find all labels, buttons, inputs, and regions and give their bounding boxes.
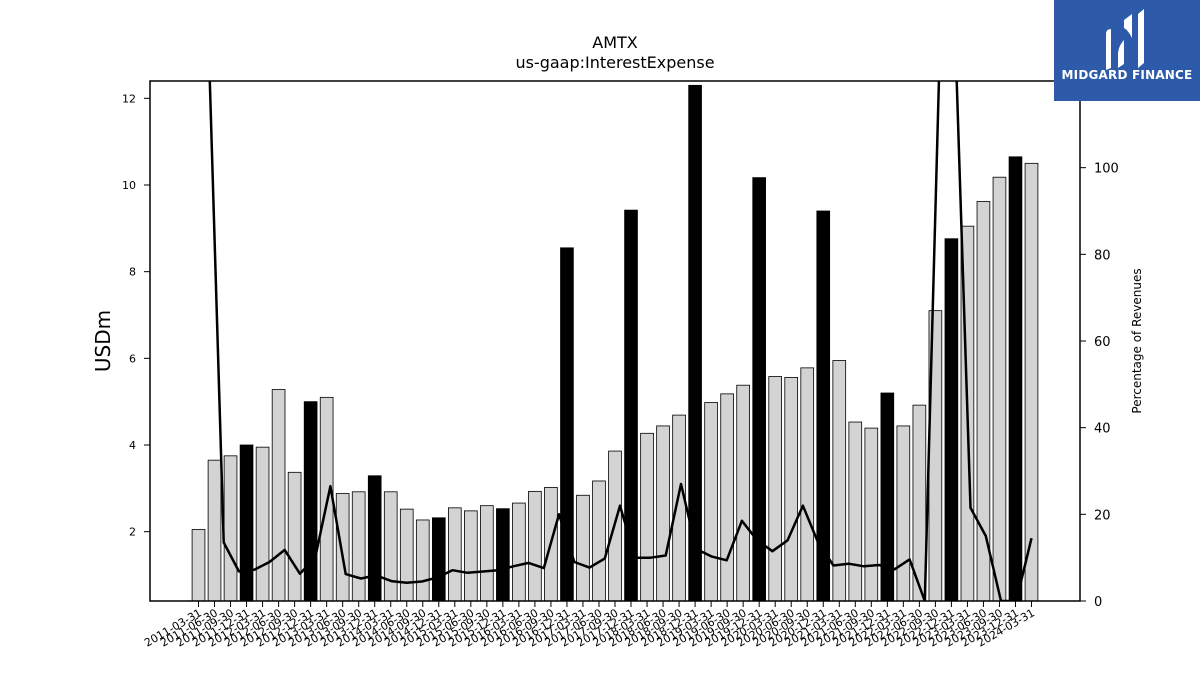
bar [816, 210, 831, 601]
x-axis: 2011-03-312011-06-302011-09-302011-12-31… [142, 601, 1037, 650]
y-tick-label: 12 [122, 92, 136, 105]
bar [784, 376, 799, 601]
bar [832, 360, 847, 601]
y2-tick-label: 0 [1094, 595, 1102, 610]
bar [944, 238, 959, 601]
bar [848, 421, 863, 601]
bar [223, 455, 238, 601]
bar [367, 475, 382, 601]
bar [528, 490, 542, 601]
bar [512, 502, 526, 601]
bar [736, 384, 750, 601]
y-axis-right: 0 20 40 60 80 100 [1080, 162, 1119, 610]
bar [383, 491, 398, 601]
bar [496, 508, 510, 601]
y-tick-label: 6 [129, 352, 136, 365]
bar [431, 517, 446, 601]
y-tick-label: 8 [129, 266, 136, 279]
y-tick-label: 2 [129, 526, 136, 539]
bar [415, 519, 430, 601]
midgard-logo-icon [1106, 9, 1144, 70]
bar [480, 505, 494, 601]
bar [1008, 156, 1023, 601]
bar [640, 432, 654, 601]
bar [896, 425, 911, 601]
bar [864, 427, 879, 601]
bar [560, 247, 574, 601]
brand-logo: MIDGARD FINANCE [1054, 0, 1200, 101]
bar [592, 480, 606, 601]
bar [912, 404, 927, 601]
bar [768, 376, 782, 601]
y2-tick-label: 20 [1094, 508, 1111, 523]
bar [191, 529, 206, 601]
bar [688, 84, 702, 601]
brand-logo-text: MIDGARD FINANCE [1061, 68, 1193, 82]
y-tick-label: 4 [129, 439, 136, 452]
bar [880, 392, 895, 601]
bar [576, 494, 590, 601]
bar [752, 177, 766, 601]
bar [303, 401, 318, 601]
bar [335, 493, 350, 601]
percent-line-layer [208, 81, 1033, 601]
bar [704, 402, 718, 601]
bar [656, 425, 670, 601]
chart-subtitle: us-gaap:InterestExpense [515, 53, 714, 72]
bar [351, 491, 366, 601]
y2-tick-label: 40 [1094, 422, 1111, 437]
bar [464, 510, 478, 601]
bar [287, 471, 302, 601]
y-axis-label: USDm [91, 310, 115, 372]
bar [239, 444, 254, 601]
bar [720, 393, 734, 601]
bar [800, 367, 815, 601]
y2-tick-label: 80 [1094, 248, 1111, 263]
bar [992, 176, 1007, 601]
bar [1024, 162, 1039, 601]
percent-of-revenues-line [208, 81, 1033, 601]
chart-title: AMTX [592, 33, 638, 52]
bar [447, 507, 462, 601]
bar [271, 389, 286, 601]
bar [399, 508, 414, 601]
y-tick-label: 10 [122, 179, 136, 192]
bar [624, 209, 638, 601]
bar [207, 459, 222, 601]
y-axis-left: 2 4 6 8 10 12 [122, 92, 150, 539]
y2-axis-label: Percentage of Revenues [1130, 268, 1144, 413]
y2-tick-label: 60 [1094, 335, 1111, 350]
y2-tick-label: 100 [1094, 162, 1119, 177]
bar [255, 446, 270, 601]
